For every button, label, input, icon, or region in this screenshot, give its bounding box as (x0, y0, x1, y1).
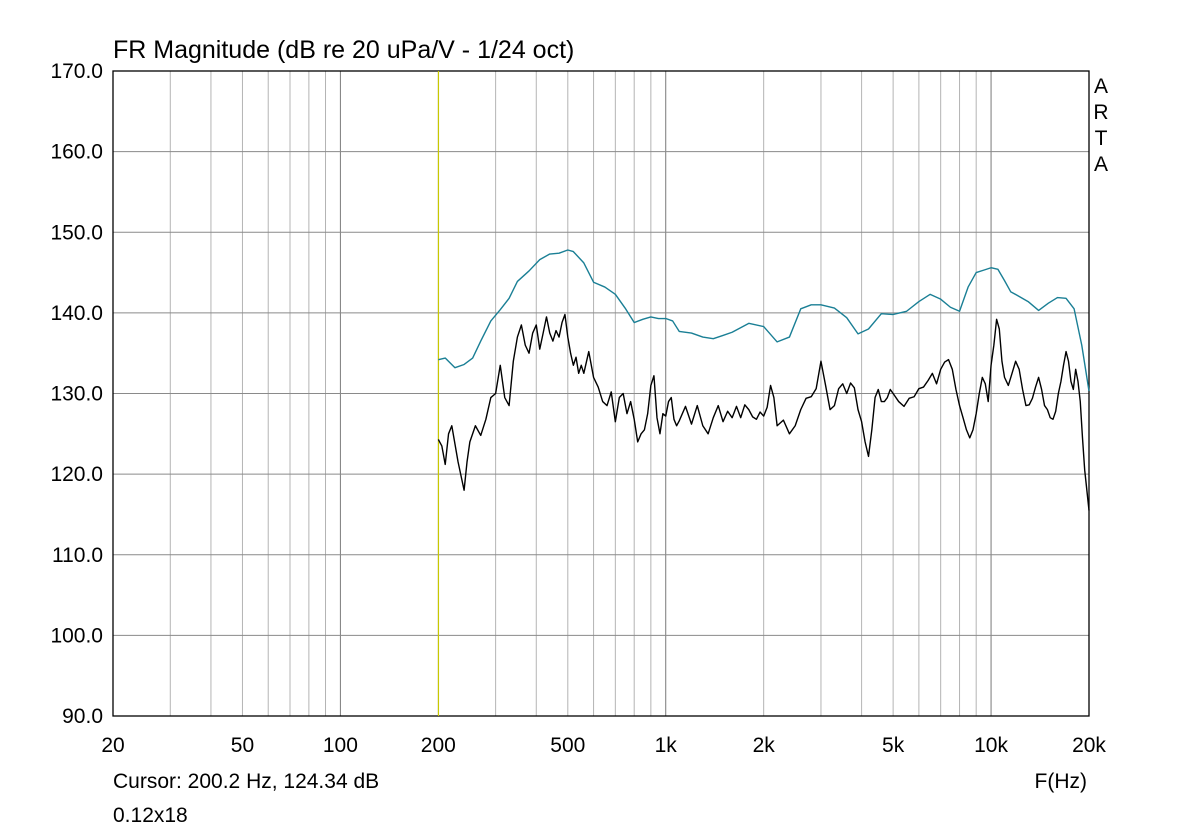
x-axis-label: F(Hz) (1035, 770, 1087, 793)
plot-frame (112, 70, 1090, 717)
x-tick-label: 50 (231, 734, 254, 757)
series-line-1 (438, 249, 1090, 392)
y-tick-label: 120.0 (50, 463, 103, 486)
y-tick-label: 160.0 (50, 141, 103, 164)
y-axis-tick-labels: 90.0 100.0 110.0 120.0 130.0 140.0 150.0 160.0 1… (50, 60, 103, 728)
y-tick-label: 100.0 (50, 624, 103, 647)
chart-title: FR Magnitude (dB re 20 uPa/V - 1/24 oct) (113, 36, 574, 64)
x-tick-label: 2k (753, 734, 776, 757)
x-axis-tick-labels: 20 50 100 200 500 1k 2k 5k 10k 20k (101, 734, 1106, 757)
y-tick-label: 90.0 (62, 705, 103, 728)
x-tick-label: 100 (323, 734, 358, 757)
series-line-2 (437, 313, 1090, 511)
horizontal-grid (113, 151, 1089, 636)
y-tick-label: 110.0 (52, 544, 103, 567)
x-tick-label: 200 (421, 734, 456, 757)
y-tick-label: 150.0 (50, 221, 103, 244)
x-tick-label: 20 (101, 734, 124, 757)
x-tick-label: 5k (882, 734, 905, 757)
cursor-readout: Cursor: 200.2 Hz, 124.34 dB (113, 770, 379, 793)
series-layer (437, 249, 1090, 511)
x-tick-label: 20k (1072, 734, 1106, 757)
x-tick-label: 10k (974, 734, 1008, 757)
y-tick-label: 140.0 (50, 302, 103, 325)
y-tick-label: 130.0 (50, 383, 103, 406)
x-tick-label: 1k (655, 734, 678, 757)
y-tick-label: 170.0 (50, 60, 103, 83)
x-tick-label: 500 (550, 734, 585, 757)
footnote-text: 0.12x18 (113, 804, 188, 827)
